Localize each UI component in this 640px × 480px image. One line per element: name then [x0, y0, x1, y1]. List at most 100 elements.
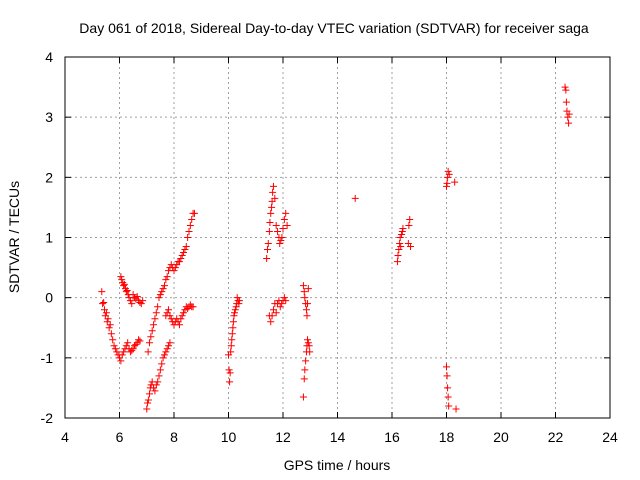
x-tick-label: 14	[330, 429, 346, 445]
data-point	[101, 306, 109, 314]
data-point	[129, 291, 137, 299]
data-point	[564, 113, 572, 121]
data-point	[152, 309, 160, 317]
data-point	[185, 227, 193, 235]
data-point	[398, 227, 406, 235]
data-point	[110, 342, 118, 350]
data-point	[158, 360, 166, 368]
data-point	[406, 215, 414, 223]
data-point	[137, 300, 145, 308]
data-point	[103, 318, 111, 326]
y-tick-label: -2	[41, 410, 54, 426]
data-point	[444, 167, 452, 175]
data-point	[397, 243, 405, 251]
x-tick-labels: 4 6 8 10 12 14 16 18 20 22 24	[61, 429, 618, 445]
data-point	[121, 285, 129, 293]
data-point	[302, 357, 310, 365]
data-point	[301, 366, 309, 374]
data-point	[144, 399, 152, 407]
data-point	[171, 264, 179, 272]
data-point	[158, 288, 166, 296]
data-point	[120, 280, 128, 288]
data-point	[228, 336, 236, 344]
data-point	[102, 309, 110, 317]
y-tick-label: 4	[45, 49, 53, 65]
data-point	[226, 369, 234, 377]
data-point	[278, 300, 286, 308]
data-point	[305, 342, 313, 350]
data-point	[178, 252, 186, 260]
data-point	[561, 83, 569, 91]
data-point	[159, 354, 167, 362]
x-tick-label: 24	[602, 429, 618, 445]
data-point	[119, 279, 127, 287]
data-point	[398, 230, 406, 238]
data-point	[264, 240, 272, 248]
data-point	[229, 318, 237, 326]
data-point	[274, 227, 282, 235]
data-point	[304, 300, 312, 308]
data-point	[443, 363, 450, 371]
data-point	[443, 179, 451, 187]
data-point	[282, 209, 290, 217]
data-point	[98, 288, 106, 296]
data-point	[128, 300, 136, 308]
data-point	[263, 246, 271, 254]
data-point	[166, 339, 174, 347]
data-point	[303, 312, 311, 320]
data-point	[268, 203, 276, 211]
data-point	[107, 330, 115, 338]
data-point	[122, 288, 130, 296]
data-point	[132, 341, 140, 349]
data-point	[227, 348, 235, 356]
x-tick-label: 22	[548, 429, 564, 445]
data-point	[139, 297, 147, 305]
data-point	[152, 381, 160, 389]
data-point	[452, 405, 460, 413]
data-point	[177, 315, 185, 323]
data-point	[445, 170, 453, 178]
data-point	[177, 255, 185, 263]
data-point	[227, 342, 235, 350]
data-point	[229, 324, 237, 332]
data-point	[304, 336, 312, 344]
data-point	[394, 252, 402, 260]
data-point	[444, 393, 452, 401]
x-tick-label: 20	[493, 429, 509, 445]
data-point	[175, 321, 183, 329]
data-point	[405, 221, 413, 229]
data-point	[166, 312, 174, 320]
data-point	[133, 292, 141, 300]
data-point	[302, 306, 310, 314]
data-point	[154, 378, 162, 386]
data-point	[163, 273, 171, 281]
data-point	[136, 337, 144, 345]
y-tick-label: 0	[45, 290, 53, 306]
data-point	[230, 312, 238, 320]
data-point	[190, 209, 198, 217]
y-axis-label: SDTVAR / TECUs	[6, 181, 22, 293]
data-point	[104, 315, 112, 323]
data-point	[225, 366, 233, 374]
data-point	[265, 227, 273, 235]
data-point	[117, 357, 125, 365]
data-point	[156, 366, 164, 374]
data-point	[272, 309, 280, 317]
data-point	[100, 298, 108, 306]
x-tick-label: 18	[439, 429, 455, 445]
data-point	[162, 348, 170, 356]
data-point	[267, 318, 275, 326]
data-point	[99, 300, 107, 308]
data-point	[562, 86, 570, 94]
data-point	[105, 324, 113, 332]
y-tick-label: 2	[45, 169, 53, 185]
data-point	[117, 273, 125, 281]
data-point	[186, 221, 194, 229]
x-tick-label: 8	[170, 429, 178, 445]
data-point	[269, 182, 277, 190]
data-point	[155, 372, 163, 380]
data-point	[148, 327, 156, 335]
data-point	[147, 333, 155, 341]
data-point	[180, 309, 188, 317]
data-point	[300, 288, 308, 296]
